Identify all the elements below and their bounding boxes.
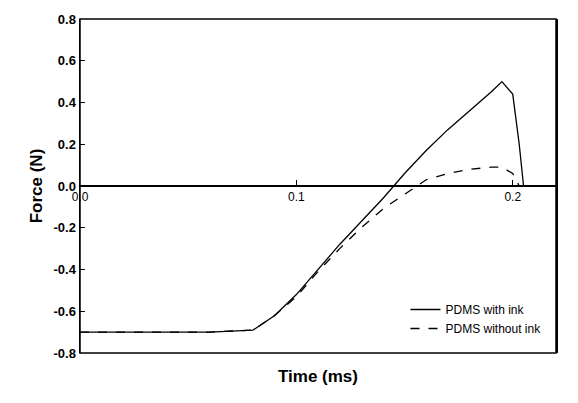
svg-text:PDMS with ink: PDMS with ink	[445, 303, 524, 317]
svg-text:-0.4: -0.4	[53, 262, 76, 277]
svg-text:Time (ms): Time (ms)	[278, 367, 358, 386]
svg-text:-0.2: -0.2	[53, 220, 75, 235]
svg-text:0.6: 0.6	[58, 53, 76, 68]
svg-text:PDMS without ink: PDMS without ink	[445, 322, 541, 336]
svg-text:0.8: 0.8	[58, 12, 76, 27]
svg-text:-0.8: -0.8	[53, 346, 75, 361]
svg-text:0.2: 0.2	[58, 137, 76, 152]
svg-text:-0.6: -0.6	[53, 304, 75, 319]
svg-text:Force (N): Force (N)	[27, 149, 46, 224]
svg-text:0.2: 0.2	[504, 190, 521, 204]
svg-text:0.0: 0.0	[72, 190, 89, 204]
svg-text:0.1: 0.1	[288, 190, 305, 204]
svg-text:0.4: 0.4	[58, 95, 77, 110]
svg-text:0.0: 0.0	[58, 179, 76, 194]
